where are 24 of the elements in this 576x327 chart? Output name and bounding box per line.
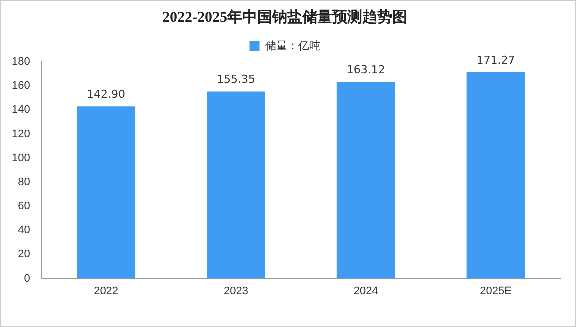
bar [206, 92, 266, 279]
bar [77, 106, 136, 279]
x-tick-label: 2023 [224, 285, 248, 298]
text: 142.90 [87, 88, 126, 102]
y-tick-label: 20 [18, 248, 30, 261]
chart-title: 2022-2025年中国钠盐储量预测趋势图 [162, 8, 408, 26]
bar [466, 72, 526, 279]
y-tick-label: 80 [18, 176, 30, 188]
y-tick-label: 60 [18, 200, 30, 213]
legend-label: 储量：亿吨 [265, 39, 320, 52]
y-tick-label: 0 [24, 272, 30, 285]
x-tick-label: 2022 [94, 285, 119, 298]
bar [336, 82, 396, 279]
y-tick-label: 180 [12, 56, 30, 68]
text: 155.35 [216, 73, 256, 86]
x-tick-label: 2025E [480, 285, 512, 298]
y-tick-label: 140 [12, 104, 30, 116]
x-tick-label: 2024 [354, 285, 378, 298]
text: 163.12 [346, 64, 386, 77]
y-tick-label: 160 [12, 80, 30, 92]
text: 171.27 [476, 54, 516, 67]
y-tick-label: 100 [12, 152, 30, 164]
y-tick-label: 40 [18, 224, 30, 237]
y-tick-label: 120 [12, 128, 30, 140]
